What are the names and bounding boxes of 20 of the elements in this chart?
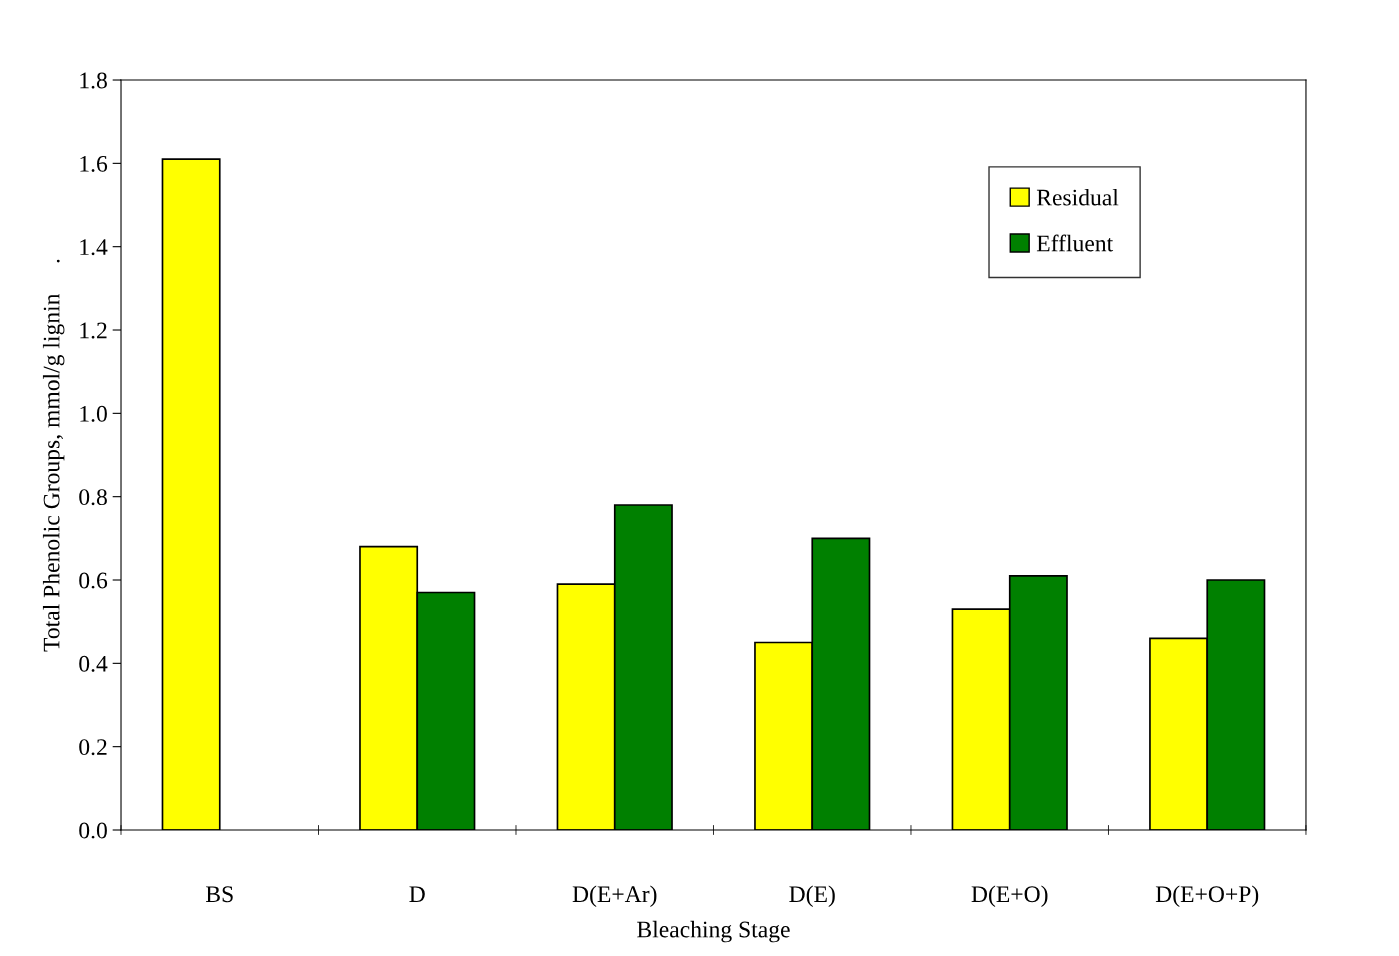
y-tick-label: 0.6 — [79, 572, 108, 589]
x-tick-label: D(E+O) — [971, 885, 1048, 907]
legend-label: Effluent — [1036, 234, 1114, 252]
x-tick-label: D(E+Ar) — [572, 885, 657, 907]
y-tick-label: 1.2 — [80, 322, 107, 339]
y-tick-label: 1.8 — [80, 72, 107, 89]
y-tick-label: 0.0 — [79, 822, 107, 839]
x-tick-label: BS — [206, 886, 233, 903]
y-tick-label: 0.2 — [79, 739, 107, 756]
y-tick-label: 0.8 — [79, 489, 107, 506]
y-tick-label: 1.0 — [80, 405, 107, 422]
y-tick-label: 0.4 — [79, 655, 108, 672]
y-tick-label: 1.4 — [80, 239, 108, 256]
x-tick-label: D(E) — [789, 885, 835, 907]
x-axis-title: Bleaching Stage — [637, 920, 790, 943]
y-axis-title: Total Phenolic Groups, mmol/g lignin . — [42, 259, 65, 652]
legend-label: Residual — [1036, 188, 1119, 206]
y-tick-label: 1.6 — [80, 155, 108, 172]
x-tick-label: D(E+O+P) — [1155, 885, 1259, 907]
x-tick-label: D — [409, 886, 425, 902]
